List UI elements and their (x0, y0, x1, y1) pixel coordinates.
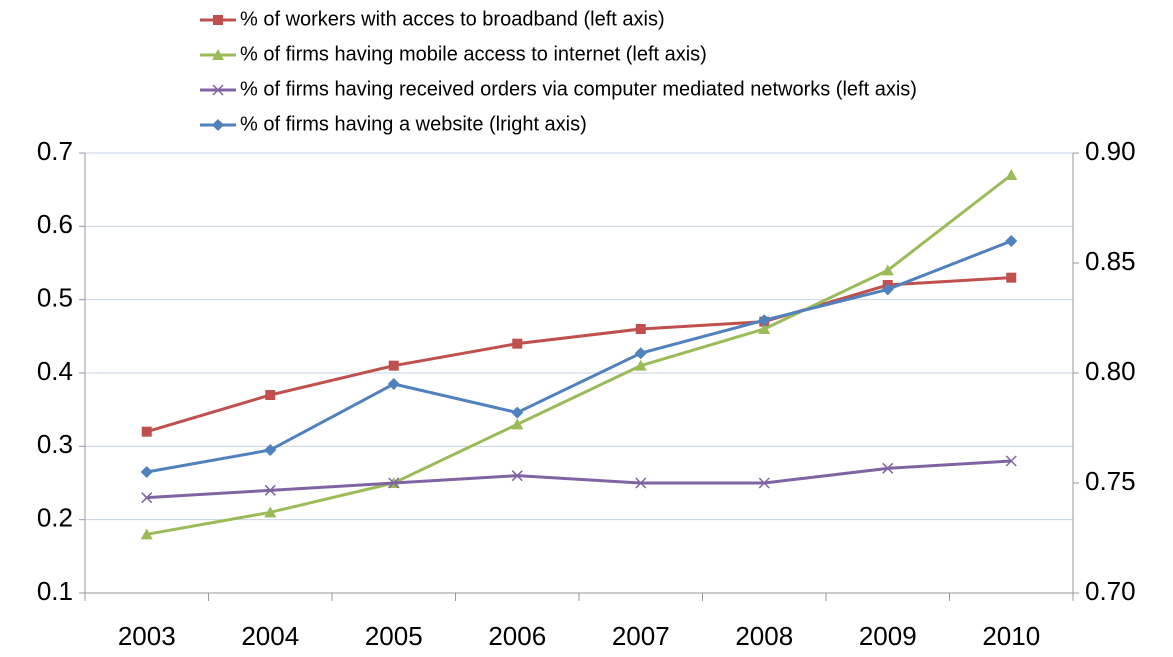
point (264, 484, 276, 496)
y-tick-label: 0.7 (37, 136, 73, 166)
point (1005, 455, 1017, 467)
series-line (146, 459, 1012, 500)
x-tick-label: 2008 (735, 621, 793, 651)
x-tick-label: 2003 (118, 621, 176, 651)
point (882, 462, 894, 474)
y-tick-label: 0.2 (37, 503, 73, 533)
x-tick-label: 2009 (859, 621, 917, 651)
point (881, 283, 894, 296)
point (511, 418, 524, 430)
point (635, 477, 647, 489)
legend-label: % of firms having a website (lright axis… (240, 113, 587, 135)
series-line (146, 276, 1012, 434)
point (388, 360, 399, 371)
point (511, 406, 524, 419)
y-tick-label: 0.6 (37, 209, 73, 239)
legend-marker (213, 15, 223, 25)
legend-label: % of firms having received orders via co… (240, 78, 917, 100)
legend-marker (212, 119, 224, 131)
point (264, 506, 277, 518)
point (1005, 235, 1018, 247)
series-line (146, 239, 1012, 474)
series-line (146, 173, 1013, 536)
x-tick-label: 2005 (365, 621, 423, 651)
legend-box (190, 0, 1080, 150)
y-tick-label: 0.4 (37, 356, 73, 386)
y2-tick-label: 0.80 (1085, 356, 1136, 386)
y2-tick-label: 0.90 (1085, 136, 1136, 166)
point (634, 359, 647, 371)
point (264, 444, 277, 456)
point (141, 426, 152, 437)
legend-marker (212, 84, 224, 96)
x-tick-label: 2004 (241, 621, 299, 651)
point (634, 347, 647, 360)
point (758, 314, 771, 327)
point (758, 477, 770, 489)
point (265, 390, 276, 400)
x-tick-label: 2010 (982, 621, 1040, 651)
point (140, 528, 153, 540)
point (881, 264, 894, 276)
y2-tick-label: 0.85 (1085, 246, 1136, 276)
point (388, 477, 400, 489)
y-tick-label: 0.5 (37, 283, 73, 313)
point (758, 323, 771, 334)
point (511, 470, 523, 482)
y-tick-label: 0.1 (37, 576, 73, 606)
x-tick-label: 2007 (612, 621, 670, 651)
point (1006, 272, 1017, 283)
point (512, 338, 523, 349)
legend-label: % of workers with acces to broadband (le… (240, 8, 665, 30)
point (387, 378, 400, 390)
y-tick-label: 0.3 (37, 429, 73, 459)
x-tick-label: 2006 (488, 621, 546, 651)
y2-tick-label: 0.75 (1085, 466, 1136, 496)
point (1005, 169, 1018, 180)
point (635, 324, 646, 334)
y2-tick-label: 0.70 (1085, 576, 1136, 606)
point (141, 492, 153, 504)
legend-marker (212, 49, 224, 60)
point (140, 466, 153, 478)
legend-label: % of firms having mobile access to inter… (240, 43, 707, 65)
